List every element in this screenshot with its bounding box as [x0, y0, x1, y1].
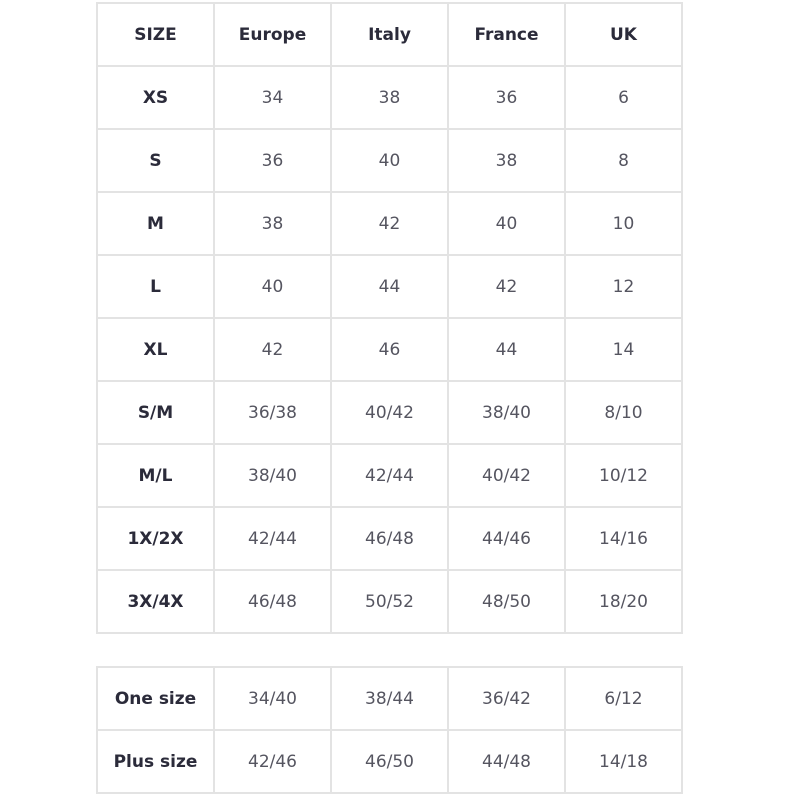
- table-cell: 42: [447, 254, 566, 319]
- column-header: UK: [564, 2, 683, 67]
- table-row: M/L 38/40 42/44 40/42 10/12: [96, 443, 683, 508]
- size-label-cell: M: [96, 191, 215, 256]
- table-cell: 14/18: [564, 729, 683, 794]
- table-cell: 42/46: [213, 729, 332, 794]
- table-cell: 44/46: [447, 506, 566, 571]
- size-label-cell: L: [96, 254, 215, 319]
- size-label-cell: XS: [96, 65, 215, 130]
- table-cell: 38: [330, 65, 449, 130]
- table-cell: 38/44: [330, 666, 449, 731]
- column-header: Europe: [213, 2, 332, 67]
- table-cell: 38: [213, 191, 332, 256]
- size-label-cell: 3X/4X: [96, 569, 215, 634]
- column-header: Italy: [330, 2, 449, 67]
- header-row: SIZE Europe Italy France UK: [96, 2, 683, 67]
- table-row: 3X/4X 46/48 50/52 48/50 18/20: [96, 569, 683, 634]
- table-cell: 40: [330, 128, 449, 193]
- table-row: S 36 40 38 8: [96, 128, 683, 193]
- table-cell: 42/44: [213, 506, 332, 571]
- table-cell: 44/48: [447, 729, 566, 794]
- table-cell: 36/38: [213, 380, 332, 445]
- table-cell: 34: [213, 65, 332, 130]
- column-header: SIZE: [96, 2, 215, 67]
- table-cell: 38/40: [447, 380, 566, 445]
- table-cell: 40: [447, 191, 566, 256]
- table-cell: 38: [447, 128, 566, 193]
- table-cell: 42: [213, 317, 332, 382]
- table-cell: 44: [330, 254, 449, 319]
- size-label-cell: M/L: [96, 443, 215, 508]
- table-cell: 44: [447, 317, 566, 382]
- table-cell: 36/42: [447, 666, 566, 731]
- table-cell: 40/42: [330, 380, 449, 445]
- table-row: XS 34 38 36 6: [96, 65, 683, 130]
- table-row: Plus size 42/46 46/50 44/48 14/18: [96, 729, 683, 794]
- table-cell: 40: [213, 254, 332, 319]
- size-label-cell: Plus size: [96, 729, 215, 794]
- table-cell: 18/20: [564, 569, 683, 634]
- table-cell: 48/50: [447, 569, 566, 634]
- table-cell: 6/12: [564, 666, 683, 731]
- size-label-cell: S/M: [96, 380, 215, 445]
- size-label-cell: XL: [96, 317, 215, 382]
- table-cell: 42: [330, 191, 449, 256]
- table-cell: 12: [564, 254, 683, 319]
- table-cell: 10/12: [564, 443, 683, 508]
- table-cell: 46: [330, 317, 449, 382]
- table-cell: 36: [213, 128, 332, 193]
- table-cell: 14: [564, 317, 683, 382]
- table-cell: 46/48: [213, 569, 332, 634]
- table-cell: 46/50: [330, 729, 449, 794]
- table-cell: 40/42: [447, 443, 566, 508]
- table-cell: 50/52: [330, 569, 449, 634]
- table-row: M 38 42 40 10: [96, 191, 683, 256]
- table-cell: 38/40: [213, 443, 332, 508]
- size-label-cell: 1X/2X: [96, 506, 215, 571]
- table-cell: 34/40: [213, 666, 332, 731]
- table-cell: 36: [447, 65, 566, 130]
- table-cell: 14/16: [564, 506, 683, 571]
- table-row: One size 34/40 38/44 36/42 6/12: [96, 666, 683, 731]
- size-chart-table: SIZE Europe Italy France UK XS 34 38 36 6 S 36 40 38 8…: [96, 2, 683, 634]
- table-cell: 6: [564, 65, 683, 130]
- table-cell: 8: [564, 128, 683, 193]
- table-cell: 42/44: [330, 443, 449, 508]
- size-label-cell: S: [96, 128, 215, 193]
- table-cell: 10: [564, 191, 683, 256]
- table-cell: 8/10: [564, 380, 683, 445]
- table-row: 1X/2X 42/44 46/48 44/46 14/16: [96, 506, 683, 571]
- special-sizes-table: One size 34/40 38/44 36/42 6/12 Plus size 42/4…: [96, 666, 683, 794]
- table-row: L 40 44 42 12: [96, 254, 683, 319]
- table-row: S/M 36/38 40/42 38/40 8/10: [96, 380, 683, 445]
- table-row: XL 42 46 44 14: [96, 317, 683, 382]
- size-label-cell: One size: [96, 666, 215, 731]
- table-cell: 46/48: [330, 506, 449, 571]
- column-header: France: [447, 2, 566, 67]
